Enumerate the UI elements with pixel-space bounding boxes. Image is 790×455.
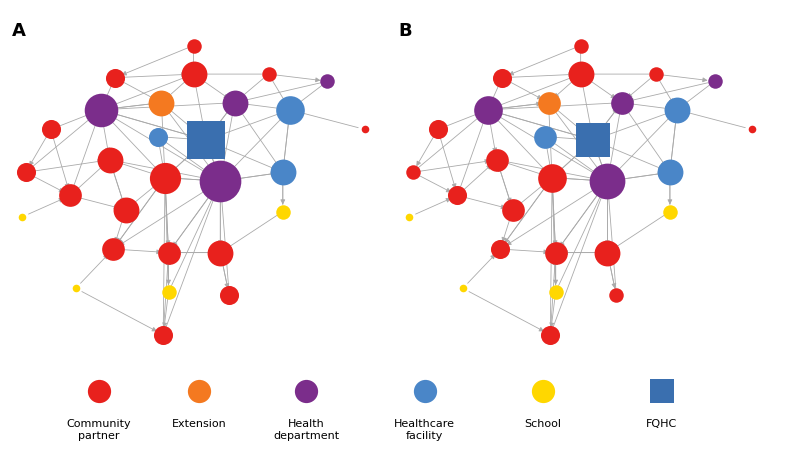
Point [214,249,227,256]
Point [276,208,289,215]
Point [601,177,614,185]
Point [103,156,116,163]
Point [539,133,551,140]
Point [664,169,676,176]
Point [157,331,170,339]
Text: Health
department: Health department [273,420,339,441]
Point [109,74,122,81]
Point [549,288,562,295]
Point [708,78,720,85]
Point [403,213,416,221]
Point [419,388,431,395]
Point [162,288,175,295]
Point [276,169,289,176]
Point [544,331,557,339]
Point [223,292,235,299]
Point [187,42,200,49]
Point [746,126,758,133]
Point [574,71,587,78]
Point [494,245,506,253]
Point [321,78,333,85]
Point [457,285,469,292]
Point [537,388,550,395]
Point [482,106,495,113]
Point [214,177,227,185]
Point [649,71,662,78]
Point [262,71,275,78]
Point [496,74,509,81]
Point [549,249,562,256]
Point [431,126,444,133]
Point [20,169,32,176]
Point [284,106,296,113]
Point [70,285,82,292]
Point [615,99,628,106]
Point [95,106,107,113]
Point [16,213,28,221]
Point [159,174,171,181]
Point [228,99,241,106]
Point [107,245,119,253]
Point [491,156,503,163]
Point [187,71,200,78]
Point [506,206,519,213]
Point [44,126,57,133]
Point [359,126,371,133]
Point [162,249,175,256]
Point [200,136,213,144]
Text: School: School [525,420,562,430]
Text: Extension: Extension [172,420,227,430]
Text: B: B [399,22,412,40]
Point [119,206,132,213]
Point [194,388,206,395]
Point [656,388,668,395]
Point [664,208,676,215]
Point [407,169,419,176]
Point [574,42,587,49]
Text: Community
partner: Community partner [66,420,131,441]
Point [300,388,313,395]
Point [546,174,559,181]
Text: Healthcare
facility: Healthcare facility [394,420,455,441]
Point [64,192,77,199]
Point [587,136,600,144]
Point [542,99,555,106]
Point [155,99,167,106]
Point [601,249,614,256]
Point [610,292,623,299]
Point [152,133,164,140]
Point [671,106,683,113]
Text: FQHC: FQHC [646,420,677,430]
Text: A: A [12,22,25,40]
Point [92,388,105,395]
Point [451,192,464,199]
